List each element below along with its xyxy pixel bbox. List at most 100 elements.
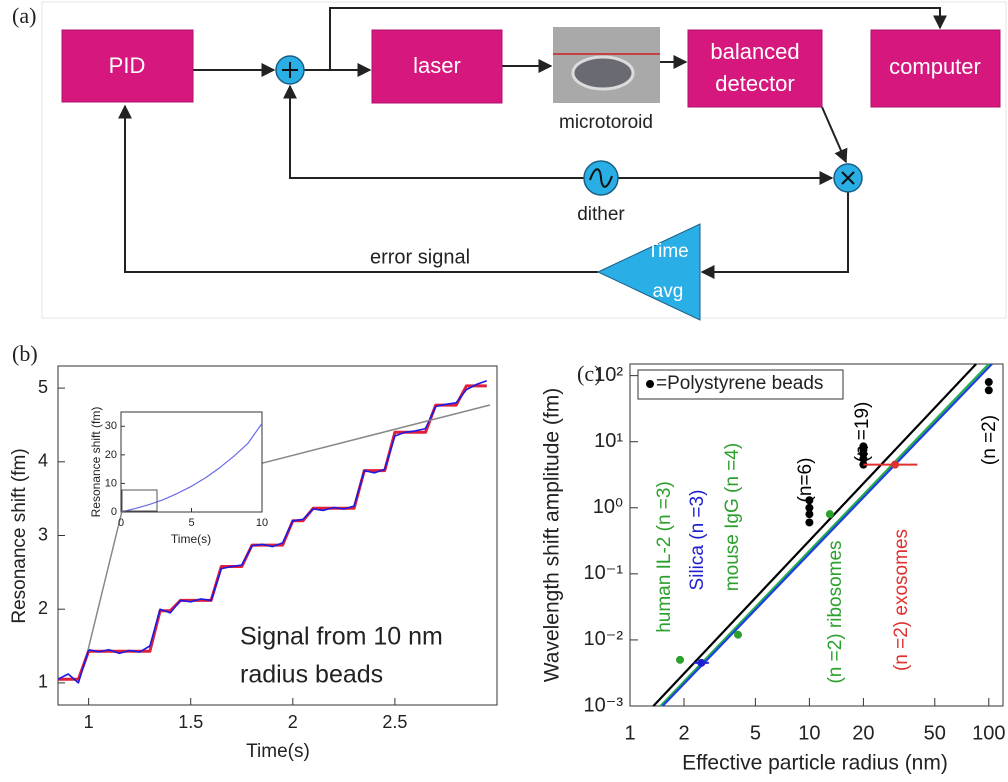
plot-area xyxy=(120,411,263,513)
computer-label: computer xyxy=(889,54,981,79)
y-tick-label: 3 xyxy=(38,524,48,544)
y-axis-label: Resonance shift (fm) xyxy=(9,448,30,623)
annotation: (n=6) xyxy=(795,458,816,503)
pid-label: PID xyxy=(109,53,146,78)
arrow xyxy=(329,7,947,70)
laser-label: laser xyxy=(413,53,461,78)
annotation: Silica (n =3) xyxy=(687,490,708,591)
data-point xyxy=(805,510,814,519)
x-tick-label: 5 xyxy=(750,722,761,744)
annotation: mouse IgG (n =4) xyxy=(722,443,743,591)
time-avg-block xyxy=(596,223,701,321)
chart: 0 5 10 0 10 20 30 Time(s) Resonance shift (fm) xyxy=(89,407,268,547)
y-axis-label: Wavelength shift amplitude (fm) xyxy=(541,388,564,683)
x-tick-label: 1.5 xyxy=(178,712,203,732)
times-sign xyxy=(841,171,855,185)
data-point xyxy=(676,655,685,664)
computer-block xyxy=(870,29,1001,108)
y-tick-label: 5 xyxy=(38,377,48,397)
panel-label: (c) xyxy=(577,361,601,386)
model-line xyxy=(652,363,977,707)
annotation: (n =19) xyxy=(852,402,873,463)
chart: (c) 1 2 5 10 20 50 100 10⁻³ 10⁻² 10⁻¹ 10⁰ 10¹ 10² Effe… xyxy=(541,361,1006,775)
annotation: (n =2) exosomes xyxy=(891,529,912,671)
x-tick-label: 2 xyxy=(288,712,298,732)
data-point xyxy=(859,442,868,451)
y-tick-label: 2 xyxy=(38,598,48,618)
data-point xyxy=(825,510,834,519)
y-tick-label: 10⁻³ xyxy=(584,694,624,716)
legend-marker xyxy=(646,380,654,388)
sine-icon xyxy=(589,168,613,188)
annotation: human IL-2 (n =3) xyxy=(654,481,675,633)
model-line xyxy=(661,363,993,707)
legend-label: =Polystyrene beads xyxy=(656,373,823,394)
annotation: radius beads xyxy=(240,661,383,689)
model-line xyxy=(659,363,990,707)
plus-sign xyxy=(282,62,298,78)
detector-label: detector xyxy=(715,71,795,96)
y-tick-label: 10² xyxy=(594,364,623,386)
y-tick-label: 10⁻¹ xyxy=(584,562,624,584)
y-tick-label: 1 xyxy=(38,672,48,692)
time-avg-label: avg xyxy=(653,281,684,302)
x-tick-label: 2 xyxy=(678,722,689,744)
data-point xyxy=(890,460,899,469)
data-point xyxy=(697,658,706,667)
x-axis-label: Effective particle radius (nm) xyxy=(682,752,948,775)
arrow xyxy=(118,104,598,273)
y-tick-label: 4 xyxy=(38,451,48,471)
y-axis-label: Resonance shift (fm) xyxy=(89,407,103,518)
laser-block xyxy=(371,29,503,104)
panel-label: (b) xyxy=(12,341,38,366)
plot-area xyxy=(629,363,1004,707)
x-tick-label: 10 xyxy=(256,517,268,529)
data-point xyxy=(734,630,743,639)
x-tick-label: 10 xyxy=(798,722,820,744)
chart: (b) 1 1.5 2 2.5 1 2 3 4 5 Time(s) Resonance shift (… xyxy=(9,341,498,762)
x-tick-label: 2.5 xyxy=(382,712,407,732)
legend xyxy=(637,369,844,400)
error-signal-label: error signal xyxy=(370,246,470,268)
arrow xyxy=(700,192,849,279)
zoom-box xyxy=(121,489,158,512)
data-line xyxy=(57,379,488,684)
x-tick-label: 0 xyxy=(118,517,124,529)
annotation: (n =2) xyxy=(979,415,1000,465)
x-axis-label: Time(s) xyxy=(171,532,211,546)
dither-label: dither xyxy=(577,204,625,225)
panel-a: (a) PID laser microtoroid balanced detec… xyxy=(12,1,1007,321)
y-tick-label: 30 xyxy=(105,420,117,432)
data-point xyxy=(984,378,993,387)
data-point xyxy=(984,386,993,395)
annotation: Signal from 10 nm xyxy=(240,623,443,651)
x-tick-label: 5 xyxy=(188,517,194,529)
pid-block xyxy=(61,29,194,103)
toroid xyxy=(571,55,635,91)
y-tick-label: 20 xyxy=(105,449,117,461)
data-point xyxy=(805,496,814,505)
arrow xyxy=(283,84,584,179)
y-tick-label: 10⁰ xyxy=(593,496,623,518)
detector-block xyxy=(687,29,823,108)
panel-label: (a) xyxy=(12,3,36,28)
microtoroid-label: microtoroid xyxy=(559,112,653,133)
zoom-line xyxy=(87,510,123,651)
x-axis-label: Time(s) xyxy=(246,741,310,762)
annotation: (n =2) ribosomes xyxy=(825,540,846,683)
detector-label: balanced xyxy=(710,39,799,64)
y-tick-label: 10 xyxy=(105,477,117,489)
x-tick-label: 1 xyxy=(624,722,635,744)
x-tick-label: 20 xyxy=(852,722,874,744)
panel-frame xyxy=(41,1,1007,319)
y-tick-label: 10¹ xyxy=(594,430,623,452)
x-tick-label: 50 xyxy=(924,722,946,744)
arrow xyxy=(821,106,848,164)
x-tick-label: 100 xyxy=(972,722,1005,744)
data-line xyxy=(120,423,263,513)
y-tick-label: 10⁻² xyxy=(584,628,624,650)
data-point xyxy=(805,518,814,527)
x-tick-label: 1 xyxy=(84,712,94,732)
time-avg-label: Time xyxy=(647,241,689,262)
